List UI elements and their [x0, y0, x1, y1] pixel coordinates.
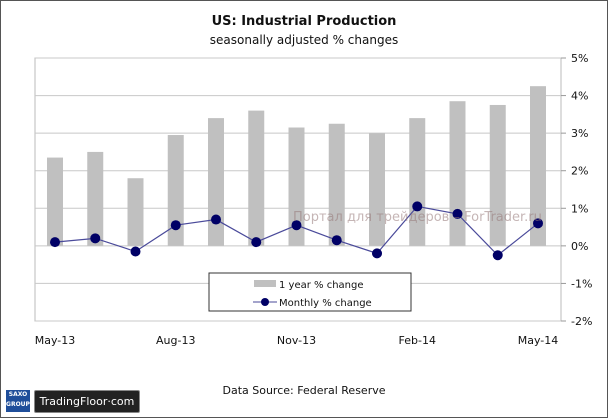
y-tick-label: -2% — [571, 315, 592, 328]
bar-1yr — [409, 118, 426, 246]
x-tick-label: May-13 — [35, 334, 76, 347]
chart-title: US: Industrial Production — [211, 14, 397, 29]
point-monthly — [211, 214, 221, 225]
point-monthly — [533, 218, 543, 229]
tradingfloor-logo: SAXO GROUP TradingFloor·com — [6, 390, 140, 414]
point-monthly — [251, 237, 262, 248]
data-source: Data Source: Federal Reserve — [222, 384, 386, 397]
legend-box — [208, 272, 412, 312]
y-tick-label: 1% — [571, 202, 588, 215]
bar-1yr — [87, 151, 104, 246]
bar-1yr — [449, 101, 466, 246]
y-tick-label: 3% — [571, 127, 588, 140]
legend-label-line: Monthly % change — [279, 298, 372, 309]
bar-1yr — [47, 157, 63, 246]
y-tick-label: 2% — [571, 165, 588, 178]
point-monthly — [372, 248, 382, 259]
watermark: Портал для трейдеров – ForTrader.ru — [293, 210, 542, 225]
point-monthly — [331, 235, 342, 246]
point-monthly — [90, 233, 101, 244]
point-monthly — [291, 220, 302, 231]
chart-svg: 5% 4% 3% 2% 1% 0% -1% -2% May-13 Aug-13 Nov-13 Feb-… — [34, 52, 592, 347]
bar-1yr — [248, 110, 265, 246]
bar-1yr — [369, 133, 385, 246]
saxo-logo: SAXO GROUP — [6, 390, 30, 412]
x-tick-label: Aug-13 — [156, 334, 195, 347]
bar-1yr — [288, 127, 305, 246]
chart-subtitle: seasonally adjusted % changes — [209, 33, 399, 47]
y-tick-label: 5% — [571, 52, 588, 65]
x-tick-label: Feb-14 — [399, 334, 436, 347]
bar-1yr — [489, 104, 506, 246]
point-monthly — [412, 201, 423, 212]
legend-label-bar: 1 year % change — [279, 280, 364, 291]
bar-1yr — [208, 118, 224, 246]
point-monthly — [452, 208, 463, 219]
bar-1yr — [167, 135, 184, 246]
point-monthly — [50, 237, 60, 248]
point-monthly — [130, 246, 141, 257]
bar-1yr — [328, 123, 345, 246]
y-tick-label: -1% — [571, 277, 592, 290]
tradingfloor-brand: TradingFloor·com — [34, 390, 140, 413]
y-tick-label: 0% — [571, 240, 588, 253]
bar-1yr — [530, 86, 546, 246]
x-tick-label: Nov-13 — [277, 334, 316, 347]
x-tick-label: May-14 — [518, 334, 559, 347]
legend-swatch-bar — [254, 280, 276, 287]
bar-1yr — [127, 178, 144, 246]
legend-swatch-marker — [261, 298, 269, 306]
point-monthly — [492, 250, 503, 261]
y-tick-label: 4% — [571, 90, 588, 103]
point-monthly — [170, 220, 181, 231]
